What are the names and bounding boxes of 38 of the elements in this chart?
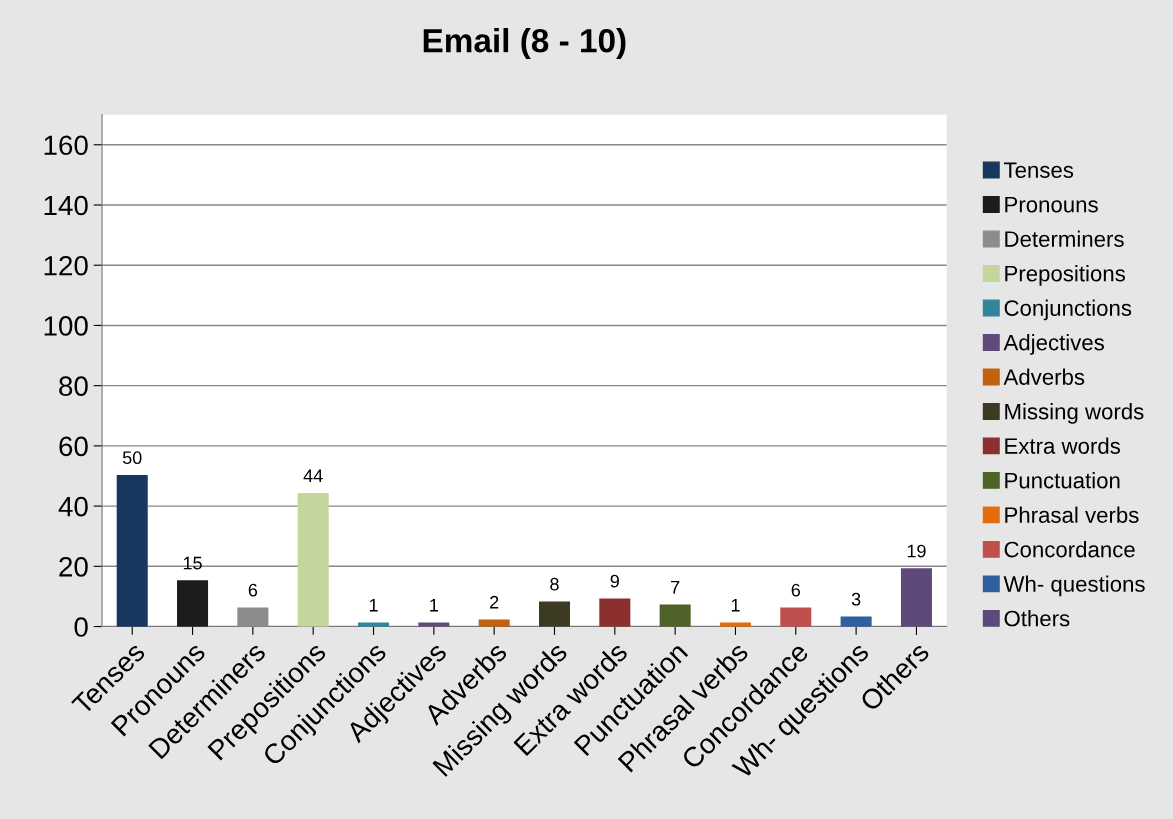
- legend-label: Missing words: [1005, 403, 1144, 424]
- legend-label: Prepositions: [1005, 265, 1125, 286]
- chart-title: Email (8 - 10): [423, 28, 626, 60]
- data-label: 19: [907, 544, 926, 558]
- legend-label: Adverbs: [1003, 368, 1085, 385]
- legend-label: Pronouns: [1005, 196, 1098, 213]
- data-label: 1: [731, 599, 740, 612]
- y-tick-label: 100: [44, 316, 88, 336]
- y-tick-label: 20: [59, 556, 88, 577]
- legend-label: Extra words: [1005, 437, 1121, 454]
- legend-label: Conjunctions: [1004, 299, 1132, 321]
- data-label: 9: [610, 574, 619, 588]
- legend-label: Others: [1004, 610, 1070, 627]
- data-label: 3: [851, 592, 861, 606]
- data-label: 6: [248, 583, 258, 597]
- data-label: 6: [791, 583, 801, 597]
- data-label: 7: [671, 580, 680, 594]
- y-tick-label: 40: [58, 496, 88, 517]
- legend-label: Adjectives: [1003, 334, 1104, 355]
- legend-label: Phrasal verbs: [1005, 506, 1139, 523]
- data-label: 1: [369, 599, 378, 612]
- y-tick-label: 120: [44, 255, 88, 276]
- legend-label: Concordance: [1004, 541, 1135, 558]
- y-tick-label: 60: [59, 436, 88, 457]
- legend-label: Tenses: [1004, 162, 1074, 178]
- legend-label: Wh- questions: [1003, 575, 1145, 597]
- legend-label: Determiners: [1005, 230, 1124, 247]
- data-label: 2: [490, 595, 499, 609]
- legend-label: Punctuation: [1005, 472, 1120, 489]
- data-label: 15: [183, 556, 202, 570]
- y-tick-label: 80: [59, 376, 88, 396]
- data-label: 8: [550, 577, 559, 591]
- y-tick-label: 0: [74, 617, 88, 637]
- data-label: 44: [303, 469, 323, 482]
- y-tick-label: 140: [44, 195, 88, 216]
- y-tick-label: 160: [44, 135, 88, 156]
- data-label: 1: [430, 599, 438, 612]
- data-label: 50: [122, 451, 142, 465]
